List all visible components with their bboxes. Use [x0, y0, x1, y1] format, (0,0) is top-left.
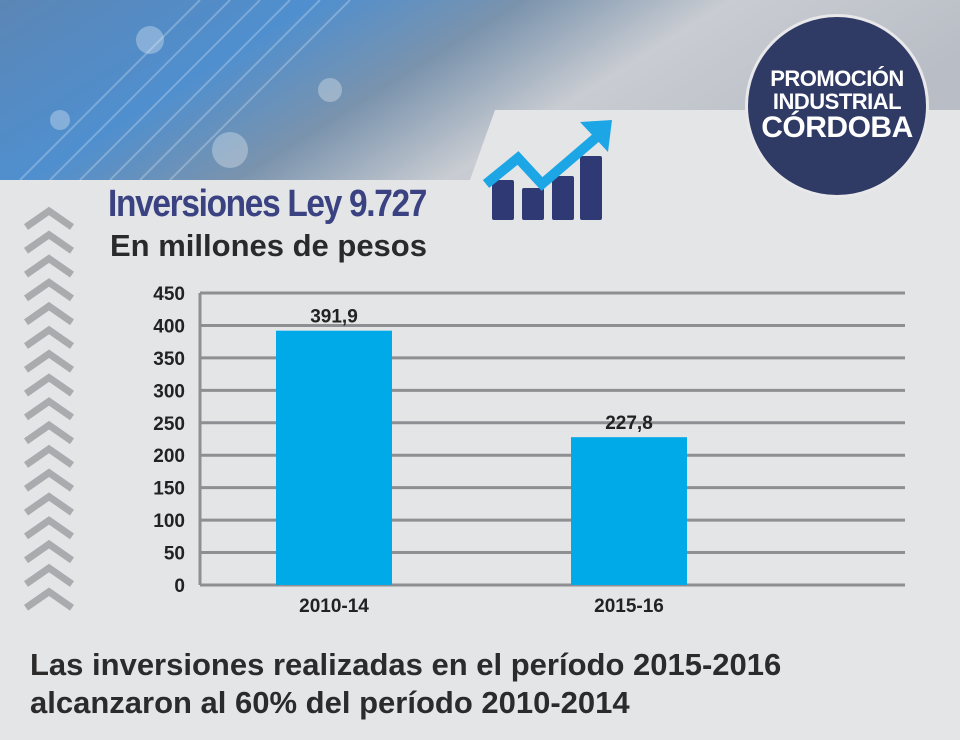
chevron-up-icon [24, 420, 74, 445]
y-tick-label: 0 [174, 576, 185, 597]
chevron-up-icon [24, 563, 74, 587]
y-tick-label: 100 [153, 511, 185, 532]
caption-line-2: alcanzaron al 60% del período 2010-2014 [30, 685, 630, 720]
chevron-up-icon [24, 278, 74, 302]
y-tick-label: 350 [153, 349, 185, 370]
chevron-up-icon [24, 468, 74, 492]
y-tick-label: 450 [153, 284, 185, 305]
y-tick-label: 250 [153, 414, 185, 435]
chevron-up-icon [24, 325, 74, 349]
chart-title: Inversiones Ley 9.727 [108, 183, 427, 225]
bar-value-label: 227,8 [605, 413, 653, 434]
promocion-industrial-logo: PROMOCIÓN INDUSTRIAL CÓRDOBA [745, 14, 929, 198]
x-tick-label: 2010-14 [299, 596, 369, 617]
badge-line-3: CÓRDOBA [761, 111, 913, 145]
caption-line-1: Las inversiones realizadas en el período… [30, 647, 782, 682]
y-tick-label: 200 [153, 446, 185, 467]
chevron-up-icon [24, 230, 74, 254]
bar-2010-14 [276, 330, 392, 585]
bar-chart: 0 50 100 150 200 250 300 350 400 450 391,9 2010-14 2… [153, 284, 905, 617]
chevron-up-icon [24, 206, 74, 230]
y-tick-label: 400 [153, 316, 185, 337]
y-tick-label: 150 [153, 479, 185, 500]
chevron-up-icon [24, 373, 74, 397]
chevron-stack-decoration [24, 206, 74, 611]
chart-subtitle: En millones de pesos [110, 228, 427, 263]
trend-up-chart-icon [482, 120, 612, 220]
chevron-up-icon [24, 516, 74, 540]
header-photo-banner [0, 0, 960, 181]
chevron-up-icon [24, 349, 74, 373]
y-tick-label: 300 [153, 381, 185, 402]
chevron-up-icon [24, 301, 74, 326]
chevron-up-icon [24, 492, 74, 516]
chevron-up-icon [24, 254, 74, 278]
badge-line-2: INDUSTRIAL [772, 88, 902, 114]
chevron-up-icon [24, 397, 74, 421]
chevron-up-icon [24, 587, 74, 611]
badge-line-1: PROMOCIÓN [770, 66, 904, 92]
y-tick-label: 50 [164, 544, 185, 565]
bar-2015-16 [571, 437, 687, 585]
chevron-up-icon [24, 444, 74, 468]
caption: Las inversiones realizadas en el período… [30, 646, 781, 722]
bar-value-label: 391,9 [310, 307, 358, 328]
x-tick-label: 2015-16 [594, 596, 664, 617]
chevron-up-icon [24, 539, 74, 564]
